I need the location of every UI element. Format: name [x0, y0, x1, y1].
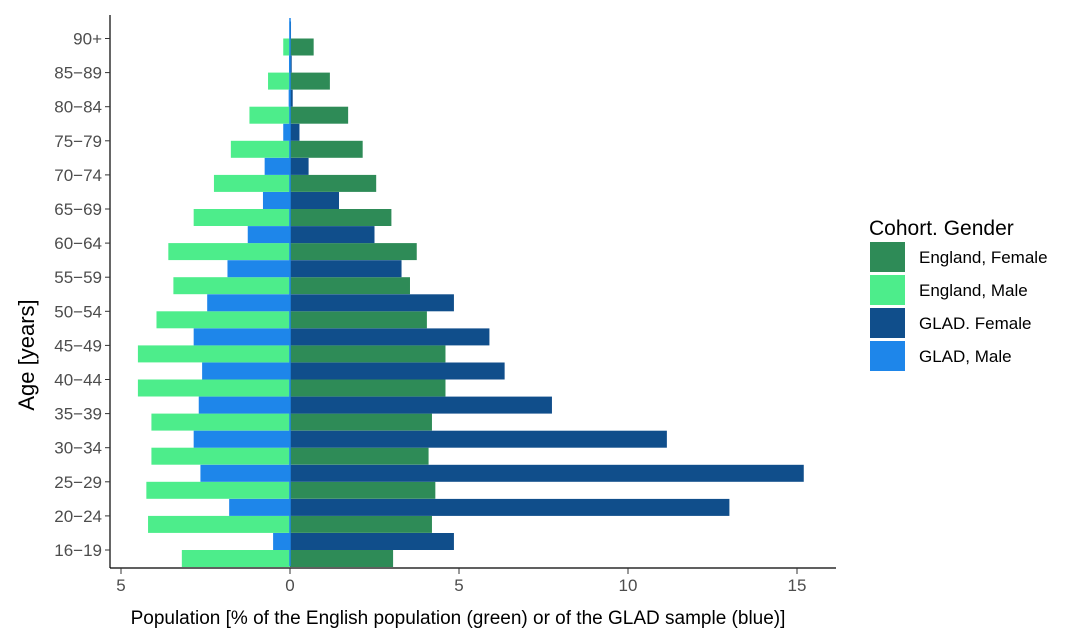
y-ticks-layer: 16−19 20−24 25−29 30−34 35−39 40−44 45−49 50−54… [54, 30, 110, 560]
bar-glad-female-40-44 [290, 362, 505, 380]
bar-glad-female-16-19 [290, 533, 454, 550]
x-tick-label: 0 [285, 576, 294, 595]
legend: Cohort. Gender England, Female England, M… [869, 217, 1048, 371]
bar-glad-female-30-34 [290, 430, 667, 448]
bar-england-male-35-39 [151, 413, 290, 431]
bar-england-female-30-34 [290, 447, 429, 465]
bar-glad-male-70-74 [264, 157, 290, 175]
bar-glad-female-80-84 [290, 89, 293, 107]
bar-england-male-80-84 [249, 106, 290, 124]
y-axis-title: Age [years] [14, 299, 39, 410]
x-tick-label: 5 [116, 576, 125, 595]
bar-england-male-16-19 [181, 550, 290, 567]
y-tick-label: 85−89 [54, 64, 102, 83]
bar-glad-male-30-34 [193, 430, 290, 448]
bar-england-male-25-29 [146, 481, 290, 499]
bar-england-male-55-59 [173, 277, 290, 295]
bars-layer [137, 21, 804, 567]
y-tick-label: 70−74 [54, 166, 102, 185]
y-tick-label: 20−24 [54, 507, 102, 526]
y-tick-label: 75−79 [54, 132, 102, 151]
legend-label: England, Male [919, 281, 1028, 300]
bar-glad-female-75-79 [290, 123, 300, 141]
y-tick-label: 55−59 [54, 268, 102, 287]
x-tick-label: 5 [454, 576, 463, 595]
x-tick-label: 10 [619, 576, 638, 595]
bar-glad-male-65-69 [262, 192, 290, 209]
bar-glad-male-60-64 [247, 226, 290, 244]
bar-england-male-20-24 [148, 515, 290, 533]
y-tick-label: 65−69 [54, 200, 102, 219]
bar-glad-female-25-29 [290, 464, 804, 482]
bar-england-female-25-29 [290, 481, 436, 499]
bar-england-female-55-59 [290, 277, 410, 295]
bar-england-male-85-89 [268, 72, 290, 90]
legend-key-2 [870, 308, 905, 338]
bar-glad-male-55-59 [227, 260, 290, 278]
y-tick-label: 45−49 [54, 336, 102, 355]
y-tick-label: 40−44 [54, 371, 102, 390]
y-tick-label: 80−84 [54, 98, 102, 117]
legend-key-1 [870, 275, 905, 305]
bar-england-female-35-39 [290, 413, 432, 431]
bar-england-female-20-24 [290, 515, 432, 533]
y-tick-label: 50−54 [54, 302, 102, 321]
bar-england-female-60-64 [290, 243, 417, 261]
bar-glad-male-25-29 [200, 464, 290, 482]
bar-england-male-60-64 [168, 243, 290, 261]
bar-england-female-65-69 [290, 209, 392, 226]
bar-glad-male-35-39 [198, 396, 290, 414]
bar-glad-male-75-79 [283, 123, 290, 141]
y-tick-label: 35−39 [54, 405, 102, 424]
bar-glad-male-40-44 [202, 362, 290, 380]
bar-glad-female-50-54 [290, 294, 454, 312]
bar-england-female-45-49 [290, 345, 446, 363]
x-tick-label: 15 [788, 576, 807, 595]
y-tick-label: 16−19 [54, 541, 102, 560]
legend-label: GLAD. Female [919, 314, 1031, 333]
y-tick-label: 30−34 [54, 439, 102, 458]
y-tick-label: 25−29 [54, 473, 102, 492]
bar-england-female-16-19 [290, 550, 394, 567]
bar-glad-female-35-39 [290, 396, 552, 414]
bar-glad-female-55-59 [290, 260, 402, 278]
bar-england-female-85-89 [290, 72, 330, 90]
bar-england-male-75-79 [230, 140, 290, 158]
bar-glad-female-20-24 [290, 498, 730, 516]
bar-england-male-70-74 [213, 174, 290, 192]
bar-england-female-70-74 [290, 174, 377, 192]
legend-key-3 [870, 341, 905, 371]
bar-england-male-90+ [283, 38, 290, 56]
bar-glad-male-20-24 [229, 498, 290, 516]
bar-england-male-65-69 [193, 209, 290, 226]
bar-england-female-75-79 [290, 140, 363, 158]
bar-england-male-50-54 [156, 311, 290, 329]
bar-glad-female-70-74 [290, 157, 309, 175]
bar-glad-male-50-54 [207, 294, 290, 312]
y-tick-label: 60−64 [54, 234, 102, 253]
bar-glad-male-16-19 [273, 533, 290, 550]
x-ticks-layer: 5 0 5 10 15 [116, 568, 806, 595]
bar-england-male-30-34 [151, 447, 290, 465]
bar-england-male-40-44 [137, 379, 290, 397]
bar-glad-female-65-69 [290, 192, 340, 209]
bar-england-female-90+ [290, 38, 314, 56]
bar-england-female-50-54 [290, 311, 427, 329]
bar-glad-female-60-64 [290, 226, 375, 244]
legend-items: England, Female England, Male GLAD. Female… [870, 242, 1048, 371]
x-axis-title: Population [% of the English population … [131, 608, 786, 629]
bar-england-male-45-49 [137, 345, 290, 363]
bar-england-female-40-44 [290, 379, 446, 397]
y-tick-label: 90+ [73, 30, 102, 49]
legend-key-0 [870, 242, 905, 272]
legend-label: GLAD, Male [919, 347, 1012, 366]
legend-title: Cohort. Gender [869, 217, 1014, 240]
legend-label: England, Female [919, 248, 1048, 267]
bar-glad-female-85-89 [290, 55, 292, 73]
bar-glad-male-45-49 [193, 328, 290, 346]
bar-glad-female-45-49 [290, 328, 490, 346]
bar-england-female-80-84 [290, 106, 349, 124]
